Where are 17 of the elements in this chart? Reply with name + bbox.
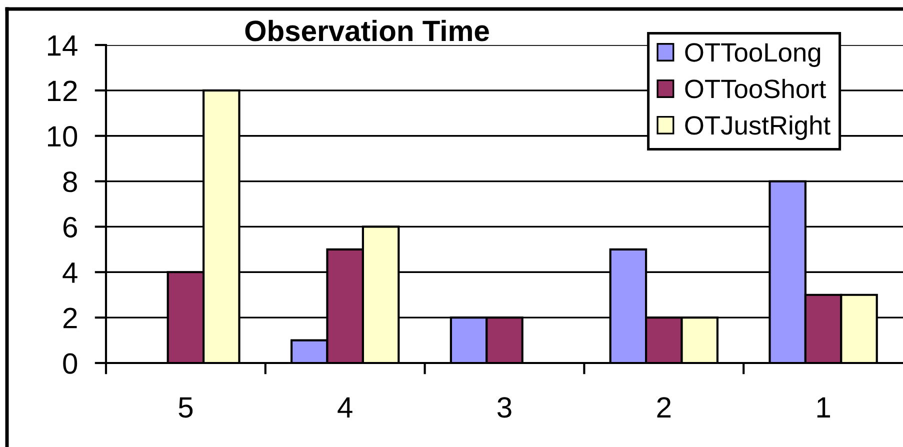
- y-tick-label: 2: [63, 308, 77, 328]
- y-tick-label: 10: [48, 126, 78, 147]
- y-tick-label: 12: [48, 80, 77, 101]
- legend-label: OTTooShort: [685, 78, 826, 98]
- y-tick-label: 0: [63, 353, 78, 374]
- y-tick-label: 6: [63, 216, 77, 238]
- x-tick-label: 3: [498, 397, 512, 418]
- y-tick-label: 14: [48, 36, 78, 56]
- legend-label: OTTooLong: [685, 43, 820, 68]
- x-tick-label: 1: [817, 397, 830, 418]
- x-tick-label: 4: [338, 397, 352, 418]
- x-tick-label: 2: [657, 397, 671, 418]
- y-tick-label: 8: [63, 171, 77, 192]
- legend-label: OTJustRight: [685, 115, 830, 140]
- y-tick-label: 4: [62, 262, 78, 283]
- x-tick-label: 5: [178, 397, 193, 418]
- chart-title: Observation Time: [245, 20, 489, 42]
